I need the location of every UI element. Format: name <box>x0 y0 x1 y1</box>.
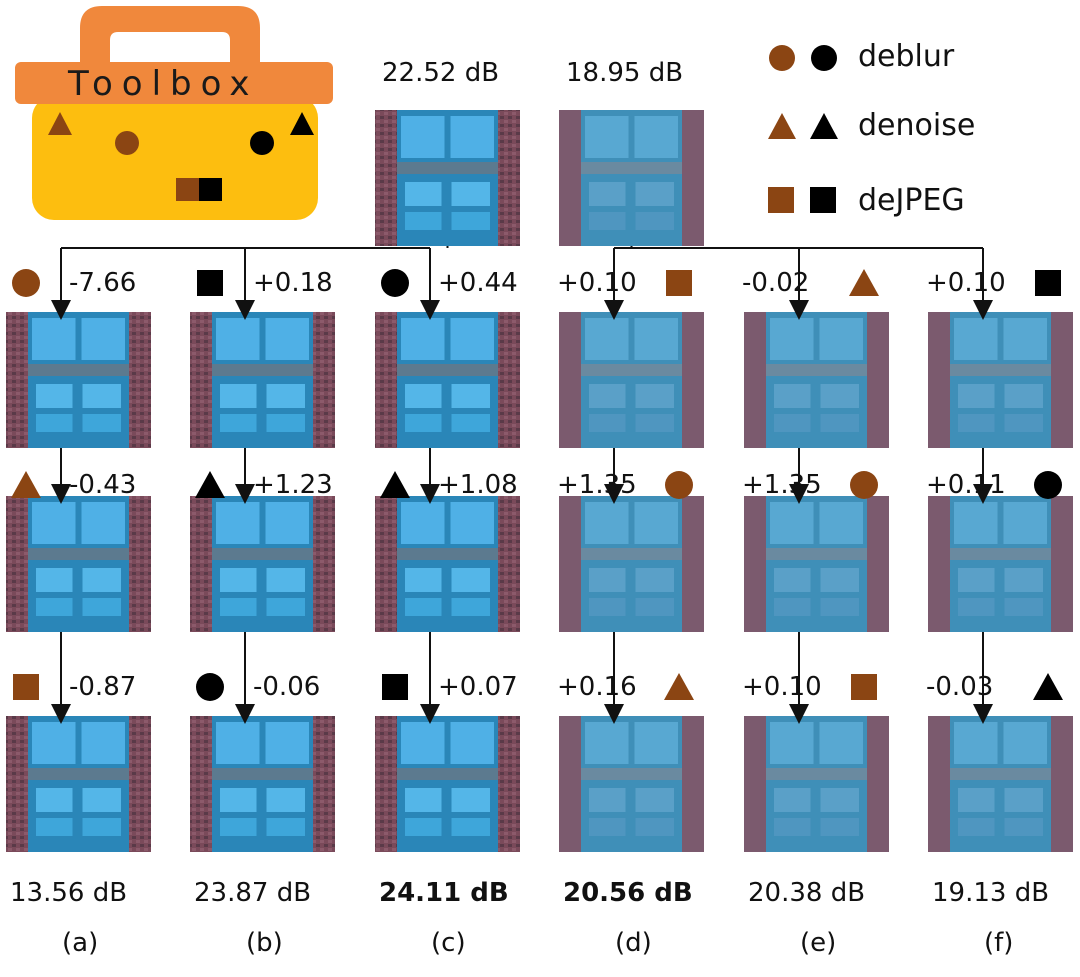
patch-c-2 <box>375 496 520 632</box>
step-icon-a-3 <box>13 674 39 700</box>
final-psnr-d: 20.56 dB <box>563 878 693 908</box>
step-icon-c-3 <box>382 674 408 700</box>
toolbox-label: Toolbox <box>68 64 259 104</box>
legend-label-dejpeg: deJPEG <box>858 183 965 218</box>
step-icon-b-3 <box>196 673 224 701</box>
patch-e-3 <box>744 716 889 852</box>
step-icon-a-1 <box>12 269 40 297</box>
patch-f-1 <box>928 312 1073 448</box>
patch-d-3 <box>559 716 704 852</box>
patch-a-2 <box>6 496 151 632</box>
step-icon-e-2 <box>850 471 878 499</box>
column-label-f: (f) <box>984 928 1014 958</box>
delta-a-1: -7.66 <box>69 268 137 298</box>
delta-e-3: +0.10 <box>742 672 822 702</box>
step-icons <box>11 269 1063 701</box>
toolbox-triangle-black <box>290 112 314 135</box>
legend-triangle-brown <box>768 113 796 139</box>
patch-b-1 <box>190 312 335 448</box>
column-label-a: (a) <box>62 928 99 958</box>
toolbox-lid <box>15 62 333 104</box>
legend-square-brown <box>768 187 794 213</box>
input-patch-c <box>375 110 520 246</box>
step-icon-d-3 <box>664 673 694 700</box>
delta-b-1: +0.18 <box>253 268 333 298</box>
legend <box>768 45 838 213</box>
final-psnr-a: 13.56 dB <box>10 878 128 908</box>
input-patch-d <box>559 110 704 246</box>
step-icon-d-2 <box>665 471 693 499</box>
legend-circle-black <box>811 45 837 71</box>
delta-b-2: +1.23 <box>253 470 333 500</box>
delta-b-3: -0.06 <box>253 672 321 702</box>
delta-c-2: +1.08 <box>438 470 518 500</box>
input-psnr-d: 18.95 dB <box>566 58 684 88</box>
final-psnr-c: 24.11 dB <box>379 878 509 908</box>
patch-e-1 <box>744 312 889 448</box>
step-icon-f-2 <box>1034 471 1062 499</box>
delta-e-1: -0.02 <box>742 268 810 298</box>
delta-f-2: +0.11 <box>926 470 1006 500</box>
delta-a-2: -0.43 <box>69 470 137 500</box>
step-icon-b-2 <box>195 471 225 498</box>
toolbox-triangle-brown <box>48 112 72 135</box>
patch-c-1 <box>375 312 520 448</box>
toolbox-square-black <box>199 178 222 201</box>
step-icon-f-1 <box>1035 270 1061 296</box>
column-label-d: (d) <box>615 928 652 958</box>
step-icon-c-1 <box>381 269 409 297</box>
step-icon-e-3 <box>851 674 877 700</box>
toolbox-circle-brown <box>115 131 139 155</box>
delta-f-1: +0.10 <box>926 268 1006 298</box>
legend-label-denoise: denoise <box>858 108 976 143</box>
patch-images <box>6 110 1073 852</box>
patch-f-3 <box>928 716 1073 852</box>
delta-c-3: +0.07 <box>438 672 518 702</box>
legend-square-black <box>810 187 836 213</box>
step-icon-a-2 <box>11 471 41 498</box>
toolbox-square-brown <box>176 178 199 201</box>
step-icon-d-1 <box>666 270 692 296</box>
final-psnr-f: 19.13 dB <box>932 878 1050 908</box>
final-psnr-e: 20.38 dB <box>748 878 866 908</box>
legend-label-deblur: deblur <box>858 39 955 74</box>
delta-f-3: -0.03 <box>926 672 994 702</box>
legend-triangle-black <box>810 113 838 139</box>
delta-d-2: +1.35 <box>557 470 637 500</box>
column-label-b: (b) <box>246 928 283 958</box>
patch-e-2 <box>744 496 889 632</box>
toolbox <box>15 6 333 220</box>
legend-circle-brown <box>769 45 795 71</box>
patch-d-2 <box>559 496 704 632</box>
toolbox-circle-black <box>250 131 274 155</box>
toolbox-handle <box>80 6 260 72</box>
delta-e-2: +1.35 <box>742 470 822 500</box>
input-psnr-c: 22.52 dB <box>382 58 500 88</box>
patch-d-1 <box>559 312 704 448</box>
step-icon-c-2 <box>380 471 410 498</box>
patch-a-1 <box>6 312 151 448</box>
step-icon-f-3 <box>1033 673 1063 700</box>
delta-d-1: +0.10 <box>557 268 637 298</box>
delta-c-1: +0.44 <box>438 268 518 298</box>
final-psnr-b: 23.87 dB <box>194 878 312 908</box>
patch-a-3 <box>6 716 151 852</box>
patch-f-2 <box>928 496 1073 632</box>
patch-b-3 <box>190 716 335 852</box>
patch-c-3 <box>375 716 520 852</box>
connector-lines <box>51 246 993 724</box>
step-icon-b-1 <box>197 270 223 296</box>
step-icon-e-1 <box>849 269 879 296</box>
toolbox-body <box>32 96 318 220</box>
patch-b-2 <box>190 496 335 632</box>
column-label-e: (e) <box>800 928 837 958</box>
delta-d-3: +0.16 <box>557 672 637 702</box>
delta-a-3: -0.87 <box>69 672 137 702</box>
column-label-c: (c) <box>431 928 466 958</box>
